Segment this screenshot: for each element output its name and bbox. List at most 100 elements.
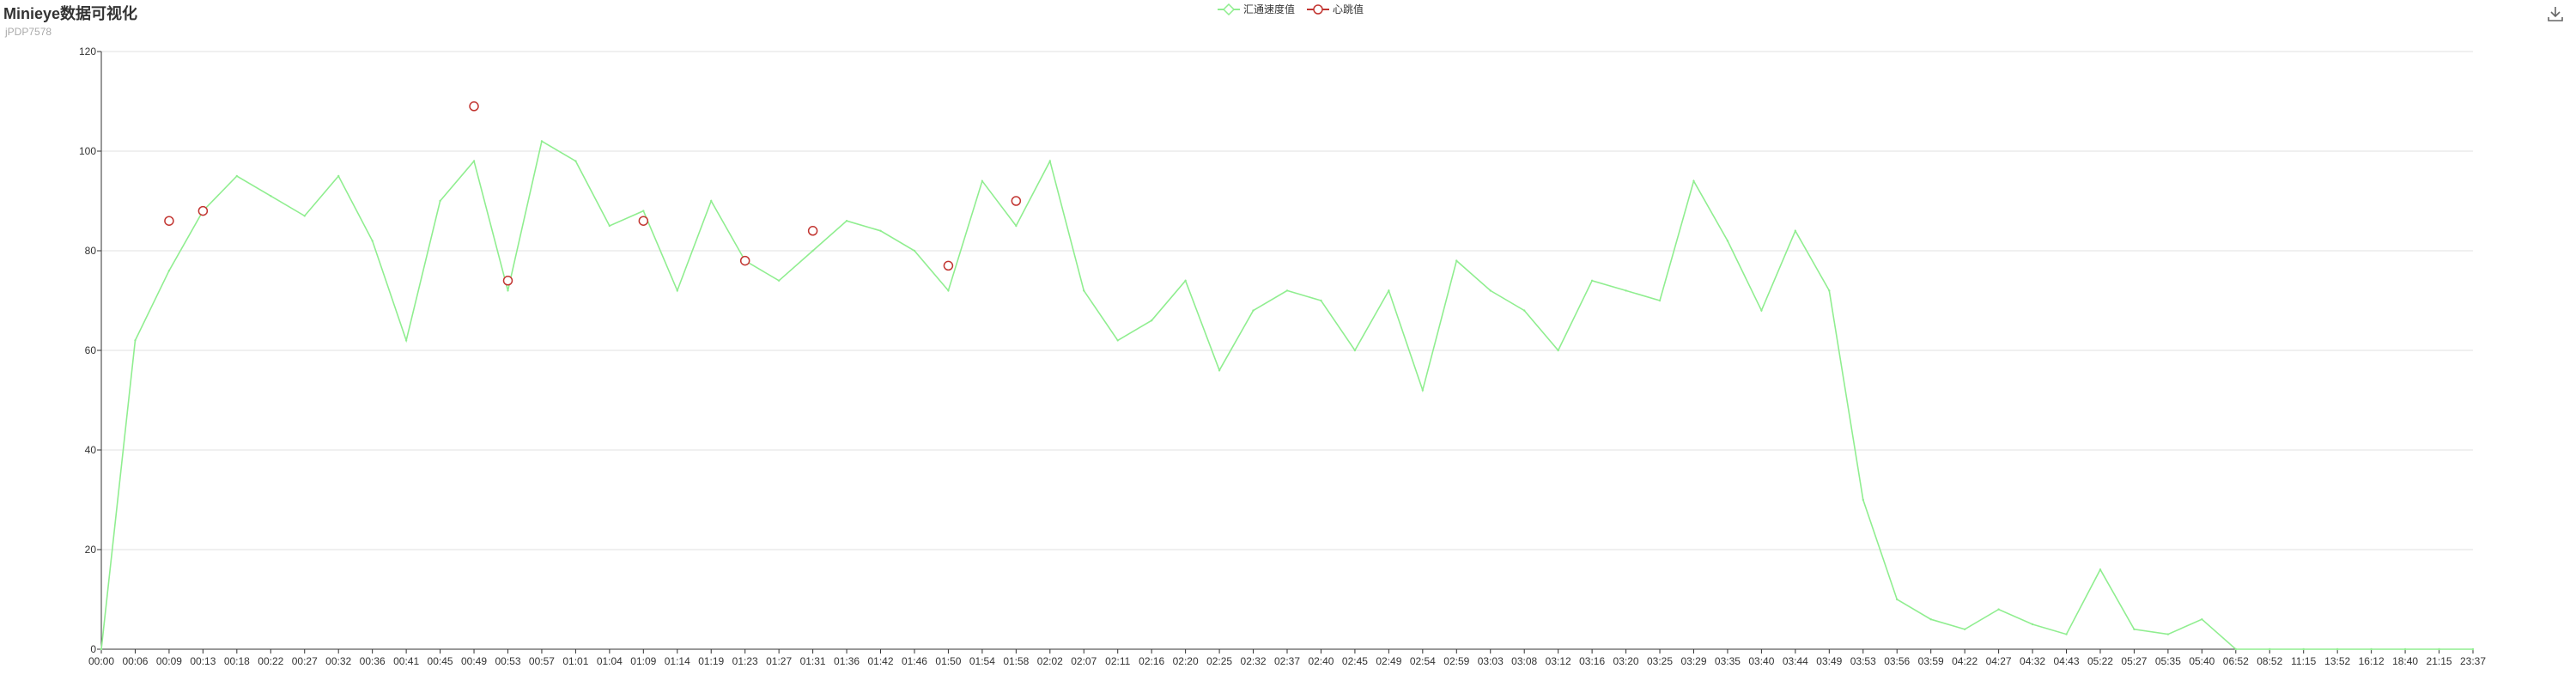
x-tick-label: 01:42 (867, 655, 893, 667)
download-icon[interactable] (2547, 5, 2564, 22)
speed-point (1116, 339, 1119, 342)
heartbeat-point[interactable] (739, 255, 750, 266)
x-tick-label: 00:06 (122, 655, 148, 667)
legend-label-speed: 汇通速度值 (1243, 3, 1296, 15)
x-tick-label: 00:41 (393, 655, 419, 667)
speed-point (1083, 289, 1085, 292)
speed-point (2438, 647, 2440, 651)
x-tick-label: 05:40 (2189, 655, 2215, 667)
x-tick-label: 01:23 (732, 655, 758, 667)
x-tick-label: 01:09 (630, 655, 656, 667)
x-tick-label: 00:32 (325, 655, 351, 667)
speed-point (2133, 628, 2136, 630)
x-tick-label: 02:02 (1037, 655, 1063, 667)
x-tick-label: 03:29 (1680, 655, 1706, 667)
x-tick-label: 01:27 (766, 655, 792, 667)
legend-item-heartbeat[interactable]: 心跳值 (1307, 2, 1364, 16)
x-tick-label: 02:59 (1443, 655, 1469, 667)
speed-point (404, 339, 408, 342)
x-tick-label: 21:15 (2427, 655, 2452, 667)
x-tick-label: 06:52 (2223, 655, 2249, 667)
speed-point (1896, 598, 1899, 601)
speed-point (2031, 623, 2034, 626)
speed-point (2201, 618, 2203, 621)
x-tick-label: 13:52 (2324, 655, 2350, 667)
speed-point (981, 179, 984, 182)
heartbeat-point[interactable] (807, 226, 818, 236)
y-tick-label: 20 (85, 544, 97, 556)
x-tick-label: 05:22 (2087, 655, 2113, 667)
x-tick-label: 01:50 (935, 655, 961, 667)
speed-point (2370, 647, 2372, 651)
legend: 汇通速度值 心跳值 (1218, 2, 1364, 16)
x-tick-label: 02:49 (1376, 655, 1401, 667)
x-tick-label: 03:53 (1850, 655, 1876, 667)
x-tick-label: 04:43 (2053, 655, 2079, 667)
speed-point (100, 647, 103, 651)
speed-point (1150, 319, 1153, 322)
speed-point (2302, 647, 2305, 651)
speed-point (1353, 349, 1357, 352)
speed-point (1997, 608, 2000, 611)
heartbeat-point[interactable] (638, 216, 649, 226)
x-tick-label: 03:59 (1918, 655, 1944, 667)
heartbeat-point[interactable] (502, 276, 513, 286)
speed-point (1692, 179, 1695, 182)
x-tick-label: 02:37 (1274, 655, 1300, 667)
x-tick-label: 05:27 (2121, 655, 2147, 667)
speed-point (1658, 299, 1662, 302)
speed-point (1760, 309, 1763, 312)
speed-point (2336, 647, 2339, 651)
x-tick-label: 02:20 (1173, 655, 1199, 667)
speed-point (1048, 160, 1052, 162)
x-tick-label: 04:27 (1986, 655, 2012, 667)
x-tick-label: 02:25 (1206, 655, 1232, 667)
speed-point (2471, 647, 2475, 651)
speed-point (642, 210, 645, 212)
x-tick-label: 02:32 (1241, 655, 1267, 667)
speed-point (1523, 309, 1526, 312)
speed-point (608, 224, 611, 228)
x-tick-label: 01:46 (902, 655, 927, 667)
x-tick-label: 02:16 (1139, 655, 1164, 667)
heartbeat-point[interactable] (197, 205, 209, 216)
x-tick-label: 00:53 (495, 655, 520, 667)
x-tick-label: 23:37 (2460, 655, 2486, 667)
speed-point (134, 339, 137, 342)
x-tick-label: 03:03 (1478, 655, 1504, 667)
x-tick-label: 03:20 (1613, 655, 1639, 667)
heartbeat-point[interactable] (469, 101, 479, 112)
speed-point (947, 289, 950, 292)
speed-point (507, 289, 509, 292)
x-tick-label: 01:31 (800, 655, 826, 667)
speed-point (1489, 289, 1492, 292)
y-tick-label: 40 (85, 444, 97, 456)
heartbeat-point[interactable] (164, 216, 174, 226)
speed-point (1625, 289, 1627, 292)
x-tick-label: 05:35 (2155, 655, 2181, 667)
x-tick-label: 03:35 (1715, 655, 1741, 667)
x-tick-label: 01:01 (562, 655, 588, 667)
speed-point (777, 279, 781, 282)
x-tick-label: 00:36 (360, 655, 386, 667)
speed-point (439, 199, 441, 203)
speed-point (303, 215, 306, 217)
speed-point (1929, 618, 1932, 621)
x-tick-label: 00:57 (529, 655, 555, 667)
legend-item-speed[interactable]: 汇通速度值 (1218, 2, 1295, 16)
heartbeat-point[interactable] (1011, 196, 1022, 206)
x-tick-label: 01:54 (969, 655, 995, 667)
speed-point (1963, 628, 1966, 630)
x-tick-label: 02:07 (1071, 655, 1097, 667)
x-tick-label: 00:00 (88, 655, 114, 667)
y-tick-label: 0 (90, 643, 96, 655)
x-tick-label: 01:04 (597, 655, 623, 667)
speed-point (2269, 647, 2271, 651)
x-tick-label: 01:58 (1003, 655, 1029, 667)
speed-point (2166, 633, 2170, 635)
circle-icon (1307, 3, 1330, 15)
heartbeat-point[interactable] (943, 260, 954, 271)
x-tick-label: 00:18 (224, 655, 250, 667)
x-tick-label: 01:36 (834, 655, 860, 667)
